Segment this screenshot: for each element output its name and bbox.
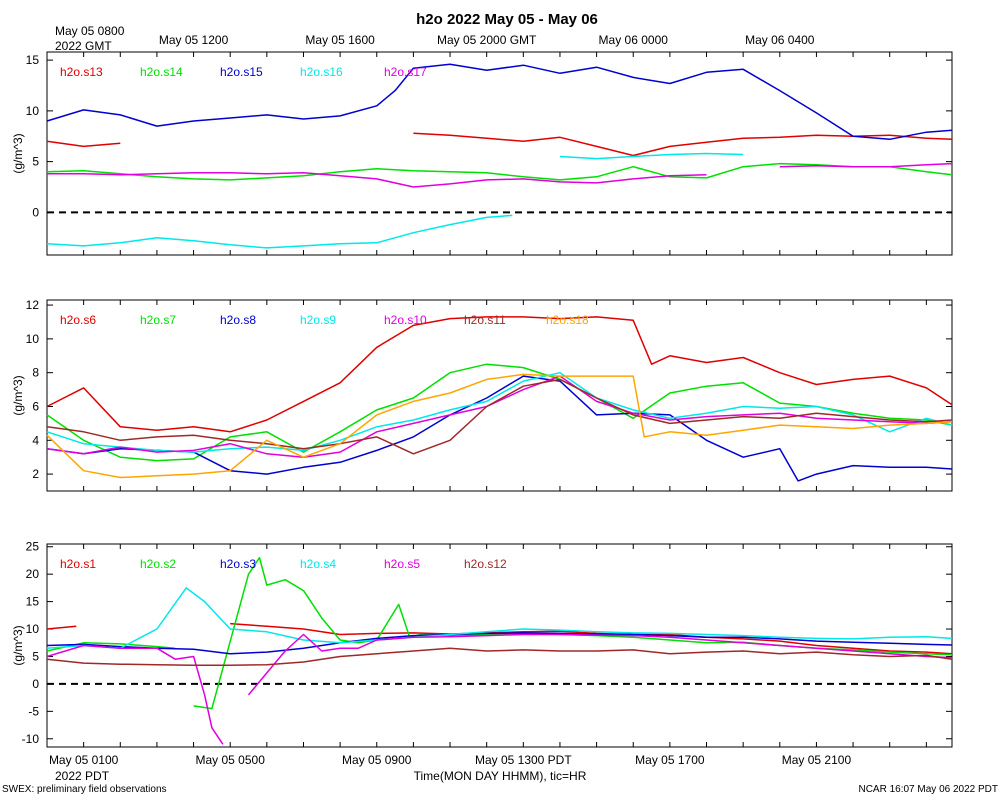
footer-right: NCAR 16:07 May 06 2022 PDT	[858, 784, 998, 795]
y-tick-label: 10	[26, 622, 40, 636]
series-line-h2o-s5	[46, 633, 953, 745]
legend-entry: h2o.s4	[300, 557, 336, 571]
bottom-tick-label: May 05 1700	[635, 753, 705, 767]
top-axis-ticks: May 05 1200 May 05 1600 May 05 2000 GMT May…	[159, 33, 815, 47]
y-tick-label: 25	[26, 540, 40, 554]
bottom-tick-label: May 05 0500	[196, 753, 266, 767]
y-tick-label: 5	[32, 155, 39, 169]
legend-entry: h2o.s17	[384, 65, 427, 79]
legend-entry: h2o.s11	[464, 313, 506, 327]
series-line-h2o-s10	[46, 375, 953, 458]
bottom-axis-pdt-label: 2022 PDT	[55, 769, 110, 783]
chart-title: h2o 2022 May 05 - May 06	[416, 11, 598, 28]
panel-3: -10 -5 0 5 10 15 20 25 (g/m^3) h2o.s1 h2o.s2 h2o.s3…	[11, 540, 953, 748]
y-tick-label: 0	[32, 677, 39, 691]
series-line-h2o-s18	[46, 373, 953, 479]
y-tick-label: 8	[32, 366, 39, 380]
y-tick-label: 10	[26, 104, 40, 118]
y-tick-label: 15	[26, 53, 40, 67]
series-line-h2o-s3	[46, 632, 953, 655]
top-axis-start-date: May 05 0800	[55, 24, 125, 38]
top-tick-label: May 06 0000	[599, 33, 669, 47]
legend-entry: h2o.s5	[384, 557, 420, 571]
legend-entry: h2o.s16	[300, 65, 343, 79]
legend-entry: h2o.s3	[220, 557, 256, 571]
y-tick-label: 12	[26, 298, 40, 312]
y-tick-label: 4	[32, 433, 39, 447]
y-tick-label: -5	[28, 704, 39, 718]
legend-entry: h2o.s13	[60, 65, 103, 79]
bottom-axis-ticks: May 05 0100 May 05 0500 May 05 0900 May 05 …	[49, 753, 852, 767]
bottom-tick-label: May 05 0900	[342, 753, 412, 767]
top-axis-gmt-label: 2022 GMT	[55, 39, 112, 53]
top-tick-label: May 05 1600	[305, 33, 375, 47]
x-axis-label: Time(MON DAY HHMM), tic=HR	[414, 769, 587, 783]
series-line-h2o-s16	[46, 152, 744, 249]
bottom-tick-label: May 05 1300 PDT	[475, 753, 572, 767]
series-line-h2o-s12	[46, 647, 953, 667]
series-line-h2o-s9	[46, 371, 953, 453]
legend-entry: h2o.s8	[220, 313, 256, 327]
footer-left: SWEX: preliminary field observations	[2, 784, 167, 795]
panel-2: 2 4 6 8 10 12 (g/m^3) h2o.s6 h2o.s7 h2o.s8 h2o.s9 h…	[11, 298, 953, 492]
series-line-h2o-s11	[46, 378, 953, 455]
legend-entry: h2o.s7	[140, 313, 176, 327]
panel-frame	[46, 299, 953, 492]
bottom-tick-label: May 05 2100	[782, 753, 852, 767]
y-tick-label: 10	[26, 332, 40, 346]
series-line-h2o-s8	[46, 375, 953, 482]
top-tick-label: May 05 1200	[159, 33, 229, 47]
series-line-h2o-s15	[46, 63, 953, 141]
panel-1: 0 5 10 15 (g/m^3) h2o.s13 h2o.s14 h2o.s15 h2o.s1…	[11, 51, 953, 256]
y-tick-label: -10	[22, 732, 40, 746]
legend-entry: h2o.s14	[140, 65, 183, 79]
top-tick-label: May 06 0400	[745, 33, 815, 47]
legend-entry: h2o.s15	[220, 65, 263, 79]
y-axis-label: (g/m^3)	[11, 625, 25, 665]
y-tick-label: 5	[32, 649, 39, 663]
y-axis-label: (g/m^3)	[11, 133, 25, 173]
legend-entry: h2o.s6	[60, 313, 96, 327]
series-line-h2o-s4	[46, 587, 953, 649]
bottom-tick-label: May 05 0100	[49, 753, 119, 767]
y-tick-label: 15	[26, 595, 40, 609]
series-line-h2o-s17	[47, 162, 953, 188]
legend-entry: h2o.s12	[464, 557, 507, 571]
y-tick-label: 2	[32, 467, 39, 481]
panel-frame	[46, 51, 953, 256]
series-line-h2o-s7	[46, 363, 953, 462]
series-line-h2o-s14	[46, 162, 953, 181]
legend-entry: h2o.s2	[140, 557, 176, 571]
y-axis-label: (g/m^3)	[11, 375, 25, 415]
y-tick-label: 20	[26, 567, 40, 581]
top-tick-label: May 05 2000 GMT	[437, 33, 537, 47]
y-tick-label: 0	[32, 205, 39, 219]
legend-entry: h2o.s10	[384, 313, 427, 327]
y-tick-label: 6	[32, 399, 39, 413]
legend-entry: h2o.s9	[300, 313, 336, 327]
legend-entry: h2o.s1	[60, 557, 96, 571]
legend-entry: h2o.s18	[546, 313, 589, 327]
series-line-h2o-s13	[46, 132, 953, 157]
series-line-h2o-s6	[46, 316, 953, 433]
